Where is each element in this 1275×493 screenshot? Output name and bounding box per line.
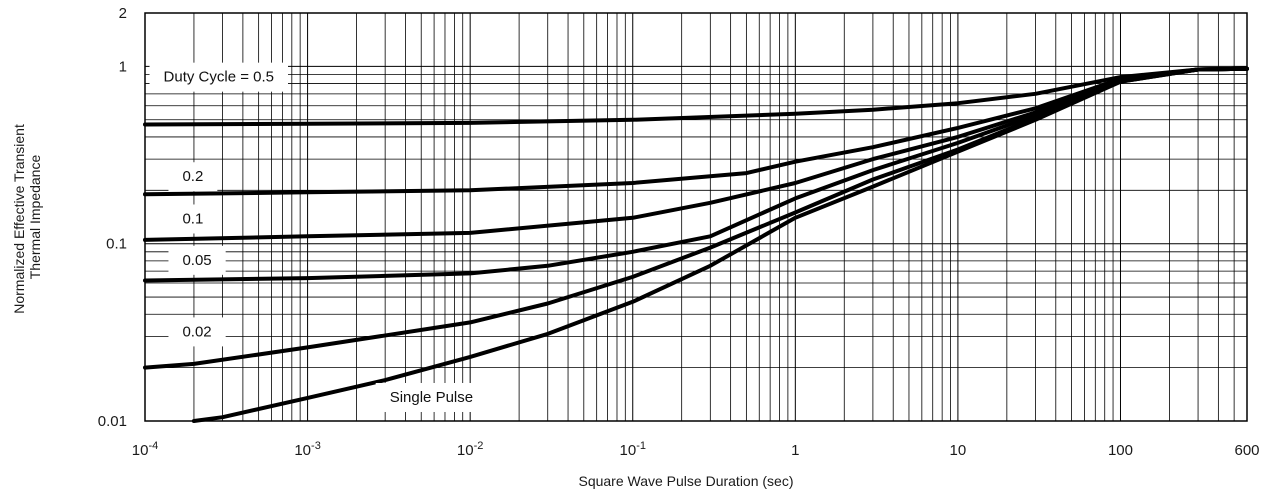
- x-tick-label: 10: [950, 442, 967, 459]
- x-tick-label: 100: [1108, 442, 1133, 459]
- x-axis-ticks: 10-4 10-3 10-2 10-1 1 10 100 600: [132, 440, 1260, 459]
- series-label-text: 0.1: [182, 210, 203, 227]
- series-label-text: Single Pulse: [390, 389, 473, 406]
- series-label: 0.2: [168, 162, 218, 192]
- series-line: [143, 66, 1249, 197]
- y-axis-title-line-1: Normalized Effective Transient: [11, 124, 27, 314]
- y-tick-label: 0.1: [106, 236, 127, 253]
- series-label: 0.05: [168, 245, 226, 275]
- series-label-background: [375, 382, 488, 412]
- y-axis-title-line-2: Thermal Impedance: [27, 155, 43, 280]
- series-line: [191, 66, 1249, 423]
- y-axis-title: Normalized Effective Transient Thermal I…: [11, 120, 43, 314]
- y-tick-label: 1: [119, 58, 127, 75]
- series-labels: Duty Cycle = 0.5 0.2 0.1 0.05 0.02 Single Pul…: [149, 62, 488, 412]
- x-tick-label: 1: [791, 442, 799, 459]
- y-tick-label: 0.01: [98, 413, 127, 430]
- series-label-text: 0.2: [182, 168, 203, 185]
- series-label-text: 0.05: [182, 252, 211, 269]
- series-label-background: [168, 204, 218, 234]
- grid: [144, 12, 1248, 422]
- x-tick-label: 10-2: [457, 440, 483, 459]
- series-label: Single Pulse: [375, 382, 488, 412]
- series-label-text: Duty Cycle = 0.5: [164, 69, 274, 86]
- x-axis-title: Square Wave Pulse Duration (sec): [578, 473, 793, 489]
- x-tick-label: 10-3: [294, 440, 320, 459]
- series-label: 0.1: [168, 204, 218, 234]
- series-label-background: [168, 317, 226, 347]
- x-tick-label: 600: [1234, 442, 1259, 459]
- series-label-background: [168, 245, 226, 275]
- x-tick-label: 10-4: [132, 440, 158, 459]
- y-tick-label: 2: [119, 5, 127, 22]
- series-label: 0.02: [168, 317, 226, 347]
- series-line: [143, 66, 1249, 370]
- series-lines: [143, 66, 1249, 423]
- series-label-background: [149, 62, 288, 92]
- plot-frame: [144, 12, 1248, 422]
- x-tick-label: 10-1: [620, 440, 646, 459]
- series-label-text: 0.02: [182, 323, 211, 340]
- series-label: Duty Cycle = 0.5: [149, 62, 288, 92]
- y-axis-ticks: 0.01 0.1 1 2: [98, 5, 127, 430]
- series-label-background: [168, 162, 218, 192]
